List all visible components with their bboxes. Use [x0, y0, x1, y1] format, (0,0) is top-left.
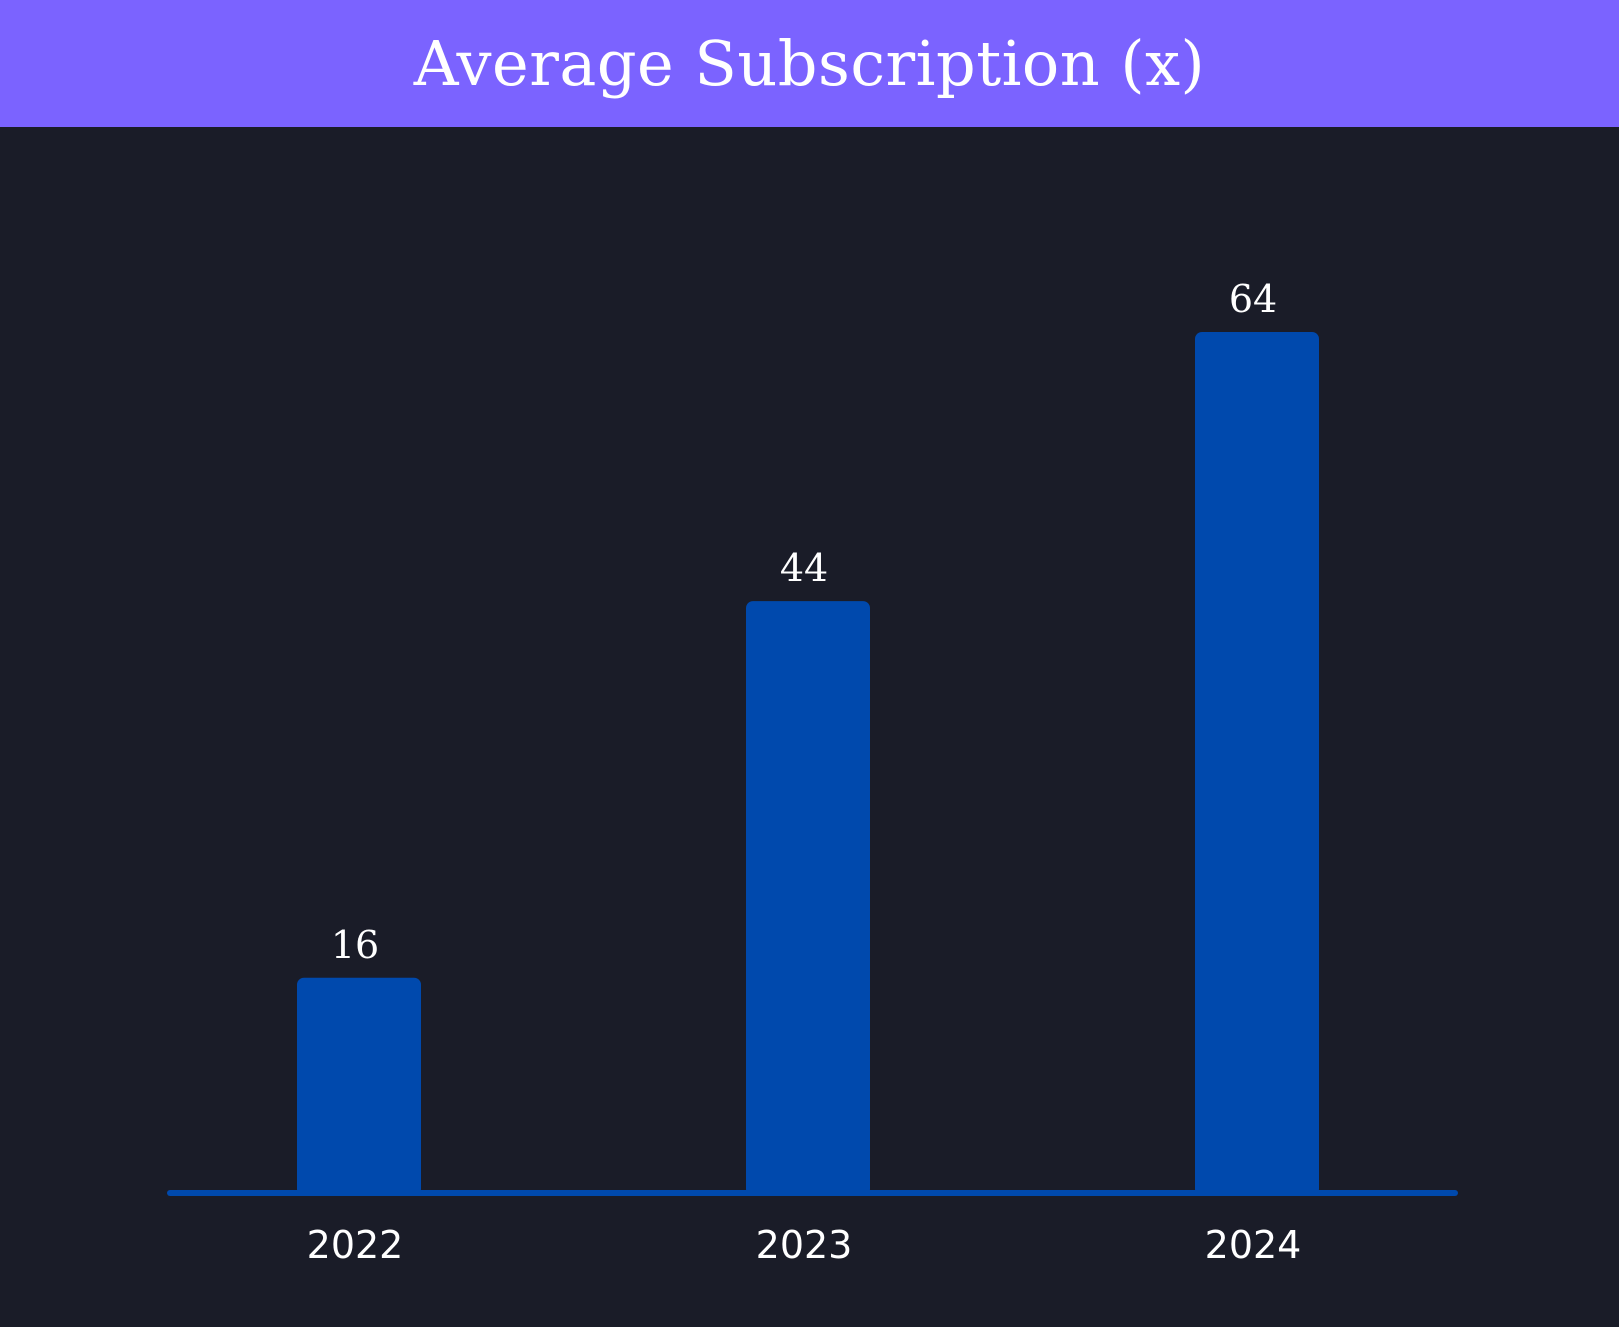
data-label-2023: 44: [780, 546, 828, 590]
data-label-2024: 64: [1229, 277, 1277, 321]
data-label-2022: 16: [331, 923, 379, 967]
bar-2023: [746, 601, 870, 1196]
x-tick-label-2024: 2024: [1205, 1223, 1302, 1267]
chart-title: Average Subscription (x): [413, 27, 1206, 100]
x-tick-label-2022: 2022: [307, 1223, 404, 1267]
x-tick-label-2023: 2023: [756, 1223, 853, 1267]
title-bar: Average Subscription (x): [0, 0, 1619, 127]
bar-2024: [1195, 332, 1319, 1196]
bar-2022: [297, 977, 421, 1196]
